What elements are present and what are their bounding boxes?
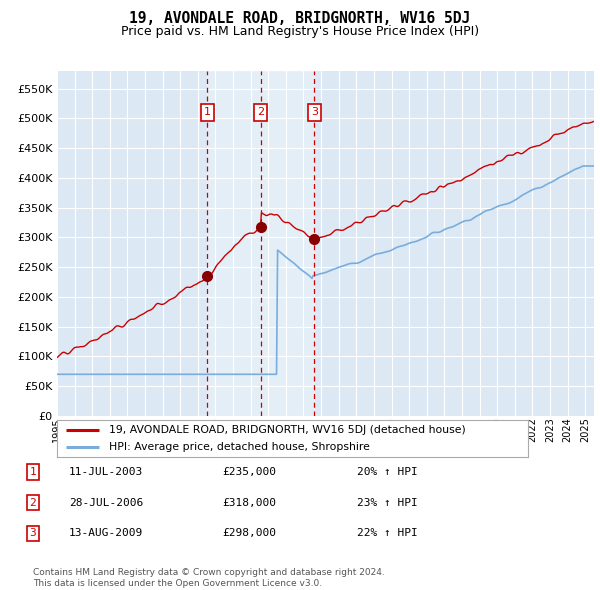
- Text: HPI: Average price, detached house, Shropshire: HPI: Average price, detached house, Shro…: [109, 442, 370, 452]
- Text: Price paid vs. HM Land Registry's House Price Index (HPI): Price paid vs. HM Land Registry's House …: [121, 25, 479, 38]
- Text: 2: 2: [29, 498, 37, 507]
- Text: 23% ↑ HPI: 23% ↑ HPI: [357, 498, 418, 507]
- Text: 3: 3: [29, 529, 37, 538]
- Text: £235,000: £235,000: [222, 467, 276, 477]
- Text: 22% ↑ HPI: 22% ↑ HPI: [357, 529, 418, 538]
- Text: 11-JUL-2003: 11-JUL-2003: [69, 467, 143, 477]
- Text: £298,000: £298,000: [222, 529, 276, 538]
- Text: 1: 1: [203, 107, 211, 117]
- Text: 2: 2: [257, 107, 264, 117]
- Text: Contains HM Land Registry data © Crown copyright and database right 2024.
This d: Contains HM Land Registry data © Crown c…: [33, 568, 385, 588]
- Bar: [207, 71, 314, 416]
- Text: 19, AVONDALE ROAD, BRIDGNORTH, WV16 5DJ (detached house): 19, AVONDALE ROAD, BRIDGNORTH, WV16 5DJ …: [109, 425, 466, 435]
- Text: 3: 3: [311, 107, 318, 117]
- Text: 20% ↑ HPI: 20% ↑ HPI: [357, 467, 418, 477]
- Text: £318,000: £318,000: [222, 498, 276, 507]
- Text: 28-JUL-2006: 28-JUL-2006: [69, 498, 143, 507]
- Text: 1: 1: [29, 467, 37, 477]
- Text: 13-AUG-2009: 13-AUG-2009: [69, 529, 143, 538]
- Text: 19, AVONDALE ROAD, BRIDGNORTH, WV16 5DJ: 19, AVONDALE ROAD, BRIDGNORTH, WV16 5DJ: [130, 11, 470, 25]
